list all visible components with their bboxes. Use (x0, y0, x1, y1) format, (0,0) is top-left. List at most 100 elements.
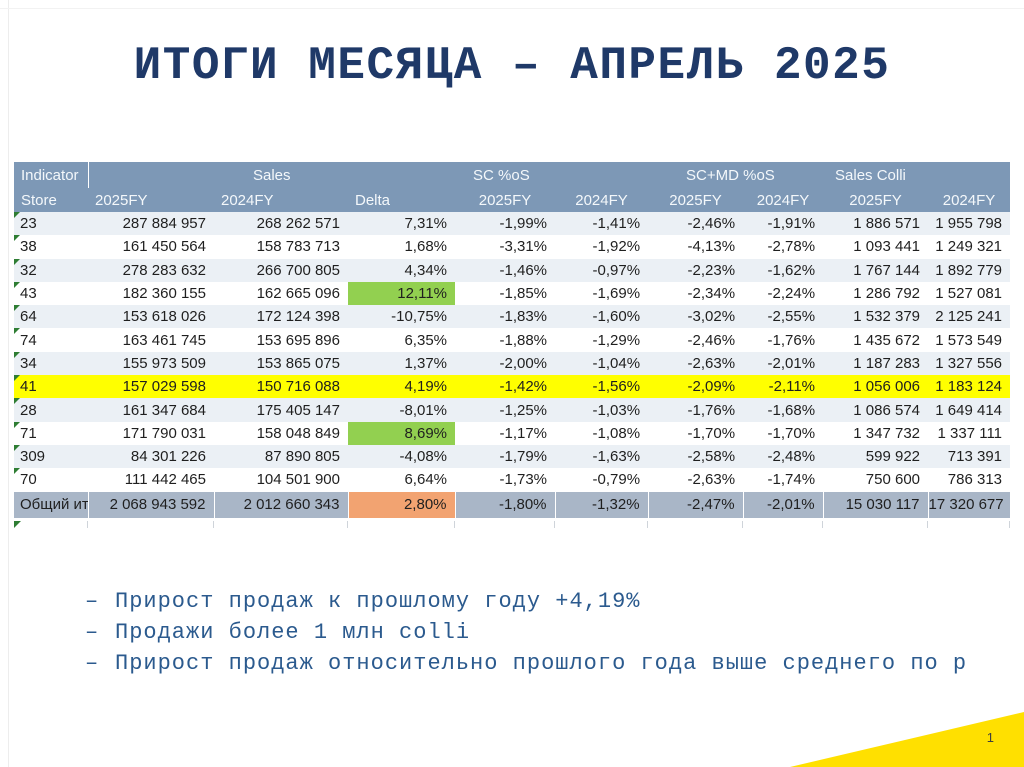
value-cell: -2,63% (687, 471, 736, 489)
value-cell: 7,31% (404, 215, 448, 233)
value-cell: -3,31% (499, 238, 548, 256)
value-cell: 1 527 081 (935, 285, 1003, 303)
bullet-item: – Продажи более 1 млн colli (85, 617, 1024, 648)
value-cell: 161 347 684 (122, 401, 206, 419)
value-cell: 1 892 779 (935, 261, 1003, 279)
value-cell: 2 012 660 343 (213, 491, 348, 518)
column-header-scmd-2025: 2025FY (648, 188, 744, 212)
value-cell: 158 048 849 (256, 424, 340, 442)
value-cell: 1 249 321 (935, 238, 1003, 256)
store-cell: 32 (14, 258, 88, 282)
value-cell: 182 360 155 (122, 285, 206, 303)
value-cell: -2,47% (647, 491, 744, 518)
table-body: 23 287 884 957 268 262 571 7,31% -1,99% -1,41… (14, 212, 1011, 518)
group-header-sc-pct: SC %oS (455, 162, 649, 188)
value-cell: -1,76% (687, 401, 736, 419)
value-cell: 1 649 414 (935, 401, 1003, 419)
bullet-text: Продажи более 1 млн colli (115, 620, 471, 645)
column-header-sc-2025: 2025FY (455, 188, 556, 212)
value-cell: 153 618 026 (122, 308, 206, 326)
table-row: 64 153 618 026 172 124 398 -10,75% -1,83% -1,… (14, 305, 1011, 329)
value-cell: 1 955 798 (935, 215, 1003, 233)
column-header-sales-2024: 2024FY (214, 188, 348, 212)
column-header-sc-2024: 2024FY (555, 188, 649, 212)
value-cell: -2,55% (767, 308, 816, 326)
value-cell: 278 283 632 (122, 261, 206, 279)
store-cell: 38 (14, 235, 88, 258)
value-cell: -1,17% (499, 424, 548, 442)
value-cell: 1 056 006 (853, 378, 921, 396)
value-cell: -1,62% (767, 261, 816, 279)
value-cell: -2,78% (767, 238, 816, 256)
value-cell: -2,00% (499, 354, 548, 372)
value-cell: 172 124 398 (256, 308, 340, 326)
value-cell: -1,80% (454, 491, 556, 518)
value-cell: 1 187 283 (853, 354, 921, 372)
store-cell: 28 (14, 398, 88, 421)
store-cell: 34 (14, 351, 88, 375)
value-cell: 8,69% (348, 421, 456, 445)
value-cell: 2 068 943 592 (87, 491, 214, 518)
value-cell: 4,19% (404, 378, 448, 396)
store-cell: 71 (14, 421, 88, 445)
value-cell: 750 600 (865, 471, 921, 489)
value-cell: -1,99% (499, 215, 548, 233)
value-cell: 158 783 713 (256, 238, 340, 256)
bullet-item: – Прирост продаж относительно прошлого го… (85, 648, 1024, 679)
error-marker-icon (14, 258, 20, 265)
value-cell: 1 435 672 (853, 331, 921, 349)
value-cell: 4,34% (404, 261, 448, 279)
value-cell: 162 665 096 (256, 285, 340, 303)
value-cell: 153 695 896 (256, 331, 340, 349)
column-header-store: Store (14, 188, 88, 212)
value-cell: -1,04% (592, 354, 641, 372)
table-row: 74 163 461 745 153 695 896 6,35% -1,88% -1,29… (14, 328, 1010, 351)
table-row: 38 161 450 564 158 783 713 1,68% -3,31% -1,92… (14, 235, 1010, 258)
group-header-indicator: Indicator (14, 162, 89, 188)
value-cell: -3,02% (687, 308, 736, 326)
value-cell: 1 183 124 (935, 378, 1003, 396)
bullet-dash: – (85, 620, 100, 645)
value-cell: 1 286 792 (853, 285, 921, 303)
value-cell: -2,23% (687, 261, 736, 279)
value-cell: -1,83% (499, 308, 548, 326)
value-cell: -2,09% (687, 378, 736, 396)
error-marker-icon (14, 351, 20, 358)
slide-title: ИТОГИ МЕСЯЦА – АПРЕЛЬ 2025 (133, 40, 891, 92)
error-marker-icon (14, 328, 20, 335)
value-cell: -1,56% (592, 378, 641, 396)
store-cell: 309 (14, 444, 88, 468)
value-cell: 2,80% (347, 491, 456, 518)
value-cell: 6,35% (404, 331, 448, 349)
value-cell: 266 700 805 (256, 261, 340, 279)
store-cell: 41 (14, 375, 88, 398)
value-cell: -1,70% (687, 424, 736, 442)
value-cell: -1,70% (767, 424, 816, 442)
value-cell: 163 461 745 (122, 331, 206, 349)
value-cell: 157 029 598 (122, 378, 206, 396)
table-row: 32 278 283 632 266 700 805 4,34% -1,46% -0,97… (14, 258, 1011, 282)
value-cell: -10,75% (391, 308, 448, 326)
value-cell: 599 922 (865, 448, 921, 466)
value-cell: 1 532 379 (853, 308, 921, 326)
value-cell: 171 790 031 (122, 424, 206, 442)
value-cell: -1,46% (499, 261, 548, 279)
table-row: 23 287 884 957 268 262 571 7,31% -1,99% -1,41… (14, 212, 1011, 236)
table-row: 28 161 347 684 175 405 147 -8,01% -1,25% -1,0… (14, 398, 1011, 422)
store-cell: 64 (14, 305, 88, 328)
value-cell: -8,01% (399, 401, 448, 419)
bullet-item: – Прирост продаж к прошлому году +4,19% (85, 586, 1024, 617)
value-cell: -1,32% (554, 491, 649, 518)
value-cell: 1 573 549 (935, 331, 1003, 349)
table-row: 43 182 360 155 162 665 096 12,11% -1,85% -1,6… (14, 281, 1010, 306)
value-cell: -4,08% (399, 448, 448, 466)
value-cell: -0,97% (592, 261, 641, 279)
value-cell: 15 030 117 (822, 491, 929, 518)
column-header-sales-2025: 2025FY (88, 188, 214, 212)
column-header-scmd-2024: 2024FY (743, 188, 824, 212)
value-cell: -1,92% (592, 238, 641, 256)
store-cell: Общий ит (14, 491, 88, 518)
value-cell: 287 884 957 (122, 215, 206, 233)
value-cell: 175 405 147 (256, 401, 340, 419)
